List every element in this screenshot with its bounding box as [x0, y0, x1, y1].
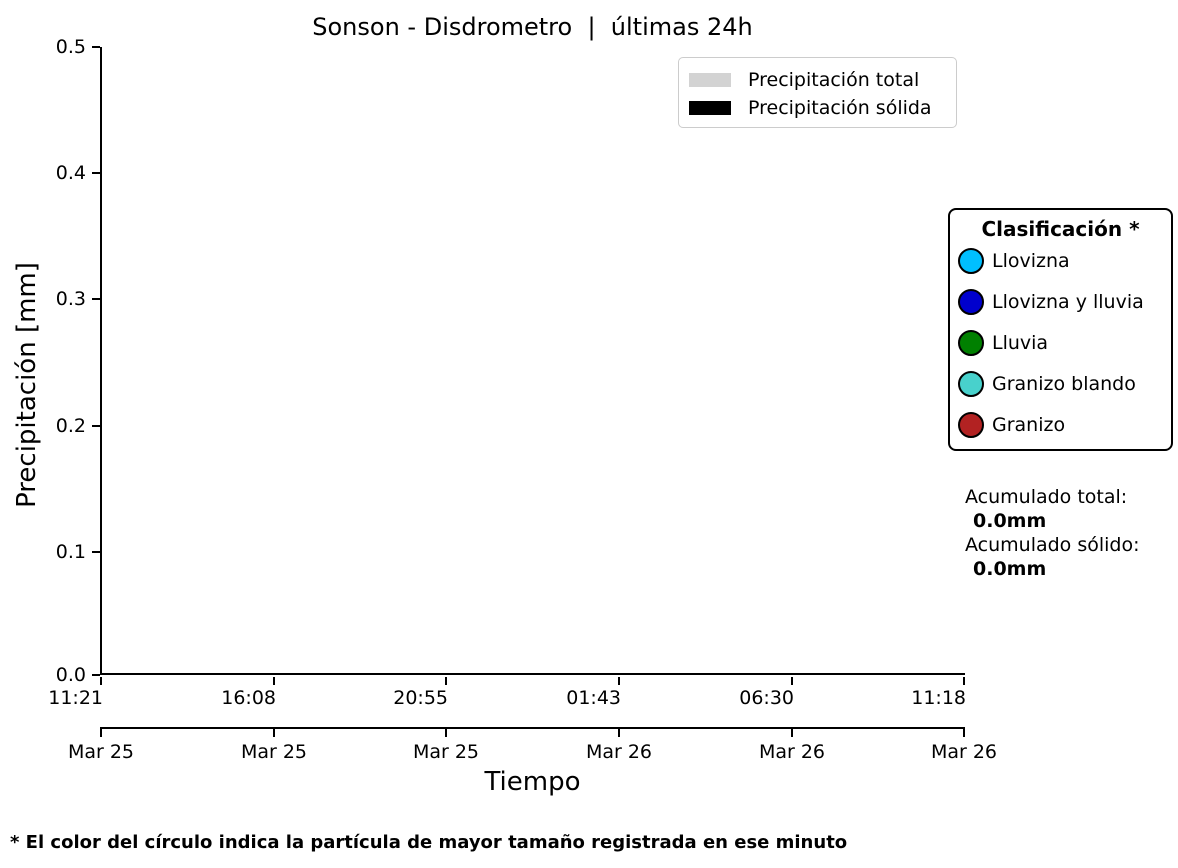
y-tick-label: 0.3 [55, 288, 86, 310]
accumulated-total-value: 0.0mm [973, 510, 1047, 532]
chart-title: Sonson - Disdrometro | últimas 24h [312, 13, 753, 41]
classification-item-granizo-blando: Granizo blando [958, 371, 1163, 397]
plot-area [100, 47, 965, 675]
date-tick [791, 729, 793, 737]
accumulated-total-label: Acumulado total: [965, 486, 1128, 508]
date-axis-line [100, 727, 965, 729]
classification-item-llovizna: Llovizna [958, 248, 1163, 274]
date-tick-label: Mar 26 [758, 741, 826, 763]
total-swatch-icon [689, 73, 731, 87]
y-tick [92, 46, 100, 48]
legend-item-label: Precipitación sólida [748, 97, 932, 119]
accumulated-totals: Acumulado total: 0.0mm Acumulado sólido:… [965, 485, 1177, 581]
classification-item-lluvia: Lluvia [958, 330, 1163, 356]
y-tick-label: 0.0 [55, 664, 86, 686]
x-tick [445, 677, 447, 685]
y-tick [92, 298, 100, 300]
classification-item-label: Llovizna y lluvia [992, 291, 1144, 313]
circle-marker-icon [958, 248, 984, 274]
y-tick-label: 0.2 [55, 415, 86, 437]
classification-item-granizo: Granizo [958, 412, 1163, 438]
x-tick [100, 677, 102, 685]
classification-title: Clasificación * [981, 217, 1140, 241]
accumulated-solid-label: Acumulado sólido: [965, 534, 1140, 556]
accumulated-solid-value: 0.0mm [973, 558, 1047, 580]
classification-item-label: Granizo blando [992, 373, 1136, 395]
date-tick-label: Mar 25 [240, 741, 308, 763]
x-tick [791, 677, 793, 685]
x-tick-label: 11:18 [911, 687, 966, 709]
x-axis-label: Tiempo [484, 767, 581, 797]
x-tick-label: 16:08 [221, 687, 276, 709]
footnote: * El color del círculo indica la partícu… [10, 832, 848, 853]
x-tick-label: 06:30 [739, 687, 794, 709]
y-tick-label: 0.1 [55, 541, 86, 563]
circle-marker-icon [958, 289, 984, 315]
legend-item-solid: Precipitación sólida [689, 95, 944, 121]
circle-marker-icon [958, 330, 984, 356]
x-tick [963, 677, 965, 685]
classification-item-llovizna-y-lluvia: Llovizna y lluvia [958, 289, 1163, 315]
classification-item-label: Granizo [992, 414, 1066, 436]
classification-legend: Clasificación * Llovizna Llovizna y lluv… [948, 208, 1173, 451]
y-tick [92, 674, 100, 676]
x-tick [273, 677, 275, 685]
date-tick [100, 729, 102, 737]
y-tick-label: 0.4 [55, 162, 86, 184]
date-tick-label: Mar 26 [585, 741, 653, 763]
series-legend: Precipitación total Precipitación sólida [678, 57, 957, 128]
date-tick [618, 729, 620, 737]
x-tick-label: 01:43 [566, 687, 621, 709]
y-tick [92, 551, 100, 553]
classification-item-label: Llovizna [992, 250, 1070, 272]
date-tick-label: Mar 26 [930, 741, 998, 763]
date-tick-label: Mar 25 [412, 741, 480, 763]
x-tick-label: 20:55 [393, 687, 448, 709]
date-tick [963, 729, 965, 737]
circle-marker-icon [958, 371, 984, 397]
legend-item-label: Precipitación total [748, 69, 920, 91]
x-tick-label: 11:21 [48, 687, 103, 709]
legend-item-total: Precipitación total [689, 67, 944, 93]
date-tick-label: Mar 25 [67, 741, 135, 763]
circle-marker-icon [958, 412, 984, 438]
y-axis-label: Precipitación [mm] [12, 262, 42, 508]
date-tick [273, 729, 275, 737]
date-tick [445, 729, 447, 737]
y-tick [92, 172, 100, 174]
y-tick-label: 0.5 [55, 36, 86, 58]
y-tick [92, 425, 100, 427]
solid-swatch-icon [689, 101, 731, 115]
x-tick [618, 677, 620, 685]
classification-item-label: Lluvia [992, 332, 1049, 354]
